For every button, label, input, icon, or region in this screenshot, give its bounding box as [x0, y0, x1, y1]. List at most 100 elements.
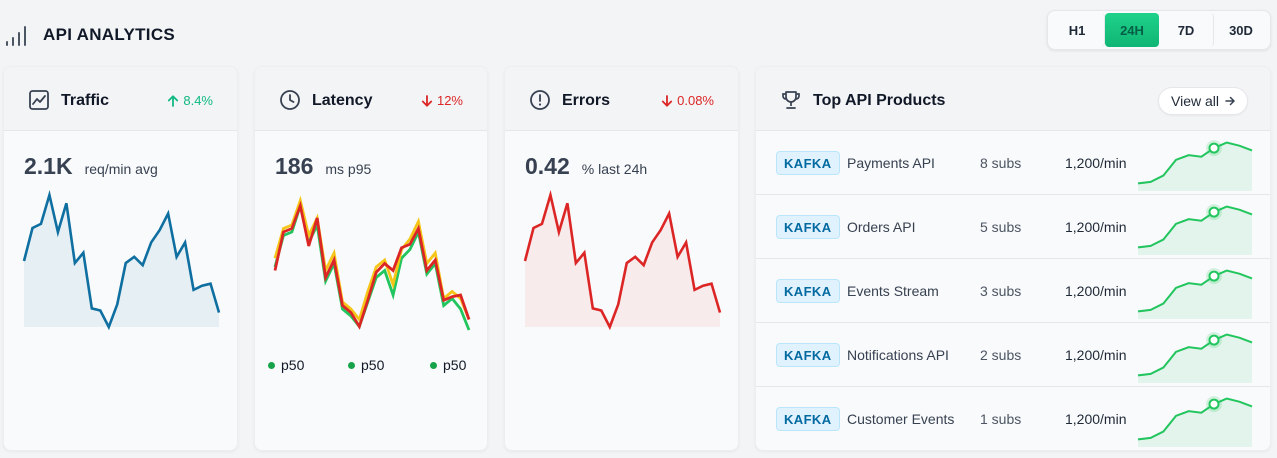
errors-card: Errors 0.08% 0.42 % last 24h: [504, 66, 739, 451]
legend-item: p50: [348, 357, 384, 373]
traffic-value: 2.1K: [24, 153, 73, 179]
product-line-0: [1137, 269, 1253, 313]
legend-dot: [268, 361, 275, 369]
traffic-line-0: [22, 189, 221, 331]
arrow-up-icon: [168, 94, 179, 107]
legend-dot: [430, 361, 437, 369]
legend-label: p50: [281, 357, 305, 373]
product-area: [1138, 334, 1252, 383]
product-row[interactable]: KAFKA Events Stream 3 subs 1,200/min: [756, 259, 1270, 323]
traffic-title: Traffic: [61, 92, 110, 109]
errors-value: 0.42: [525, 153, 570, 179]
range-h1-button[interactable]: H1: [1050, 13, 1105, 47]
product-subs: 1 subs: [980, 411, 1022, 427]
latency-delta-value: 12%: [436, 93, 463, 108]
latency-card-header: Latency 12%: [255, 67, 487, 131]
product-subs: 8 subs: [980, 155, 1022, 171]
traffic-metric: 2.1K req/min avg: [24, 153, 158, 180]
product-line-0: [1137, 141, 1253, 185]
range-30d-button[interactable]: 30D: [1229, 22, 1253, 38]
product-rate: 1,200/min: [1065, 219, 1127, 235]
errors-card-header: Errors 0.08%: [505, 67, 738, 131]
product-name: Orders API: [847, 219, 916, 235]
analytics-bars-icon: [6, 24, 32, 46]
product-area: [1138, 206, 1252, 255]
arrow-down-icon: [421, 94, 433, 107]
protocol-badge: KAFKA: [776, 407, 840, 431]
traffic-unit: req/min avg: [84, 161, 158, 177]
range-7d-button[interactable]: 7D: [1159, 13, 1214, 47]
protocol-badge: KAFKA: [776, 215, 840, 239]
traffic-delta-value: 8.4%: [183, 93, 213, 108]
page-title: API ANALYTICS: [43, 25, 176, 44]
protocol-badge: KAFKA: [776, 343, 840, 367]
traffic-card-header: Traffic 8.4%: [4, 67, 237, 131]
alert-circle-icon: [530, 90, 550, 110]
protocol-badge: KAFKA: [776, 279, 840, 303]
highlight-point: [1208, 206, 1220, 218]
latency-sparkline: [273, 195, 471, 331]
legend-label: p50: [443, 357, 467, 373]
view-all-button[interactable]: View all: [1158, 87, 1248, 115]
errors-unit: % last 24h: [581, 161, 648, 177]
errors-delta-value: 0.08%: [677, 93, 714, 108]
product-rate: 1,200/min: [1065, 347, 1127, 363]
highlight-point: [1208, 142, 1220, 154]
product-sparkline: [1137, 140, 1253, 191]
highlight-point: [1208, 270, 1220, 282]
latency-value: 186: [275, 153, 314, 179]
product-sparkline: [1137, 204, 1253, 255]
latency-title: Latency: [312, 92, 373, 109]
legend-item: p50: [430, 357, 466, 373]
product-line-0: [1137, 205, 1253, 249]
product-name: Events Stream: [847, 283, 939, 299]
product-name: Payments API: [847, 155, 935, 171]
product-rate: 1,200/min: [1065, 411, 1127, 427]
product-area: [1138, 270, 1252, 319]
protocol-badge: KAFKA: [776, 151, 840, 175]
legend-label: p50: [361, 357, 385, 373]
errors-line-0: [523, 189, 722, 331]
latency-delta: 12%: [421, 93, 463, 108]
errors-sparkline: [523, 189, 722, 331]
product-row[interactable]: KAFKA Orders API 5 subs 1,200/min: [756, 195, 1270, 259]
highlight-point: [1208, 398, 1220, 410]
errors-title: Errors: [562, 92, 611, 109]
latency-card: Latency 12% 186 ms p95 p50 p50 p50: [254, 66, 488, 451]
arrow-right-icon: [1225, 96, 1235, 106]
product-row[interactable]: KAFKA Payments API 8 subs 1,200/min: [756, 131, 1270, 195]
highlight-point: [1208, 334, 1220, 346]
product-line-0: [1137, 333, 1253, 377]
latency-metric: 186 ms p95: [275, 153, 371, 180]
product-rate: 1,200/min: [1065, 155, 1127, 171]
latency-line-2: [273, 200, 471, 330]
traffic-card: Traffic 8.4% 2.1K req/min avg: [3, 66, 238, 451]
time-range-selector: H1 24H 7D 30D: [1047, 10, 1271, 50]
top-products-title: Top API Products: [813, 92, 946, 109]
product-name: Customer Events: [847, 411, 955, 427]
product-subs: 3 subs: [980, 283, 1022, 299]
errors-metric: 0.42 % last 24h: [525, 153, 647, 180]
trophy-icon: [782, 91, 800, 109]
errors-delta: 0.08%: [661, 93, 714, 108]
product-rate: 1,200/min: [1065, 283, 1127, 299]
product-name: Notifications API: [847, 347, 949, 363]
page-header: API ANALYTICS H1 24H 7D 30D: [0, 0, 1277, 64]
arrow-down-icon: [662, 94, 673, 107]
clock-icon: [280, 90, 300, 110]
latency-legend: p50 p50 p50: [255, 357, 487, 377]
trending-chart-icon: [29, 90, 49, 110]
range-24h-button[interactable]: 24H: [1105, 13, 1159, 47]
product-subs: 2 subs: [980, 347, 1022, 363]
product-sparkline: [1137, 268, 1253, 319]
legend-item: p50: [268, 357, 304, 373]
product-sparkline: [1137, 396, 1253, 447]
product-line-0: [1137, 397, 1253, 441]
traffic-delta: 8.4%: [167, 93, 213, 108]
product-area: [1138, 398, 1252, 447]
product-row[interactable]: KAFKA Customer Events 1 subs 1,200/min: [756, 387, 1270, 450]
traffic-sparkline: [22, 189, 221, 331]
product-row[interactable]: KAFKA Notifications API 2 subs 1,200/min: [756, 323, 1270, 387]
legend-dot: [348, 361, 355, 369]
product-subs: 5 subs: [980, 219, 1022, 235]
